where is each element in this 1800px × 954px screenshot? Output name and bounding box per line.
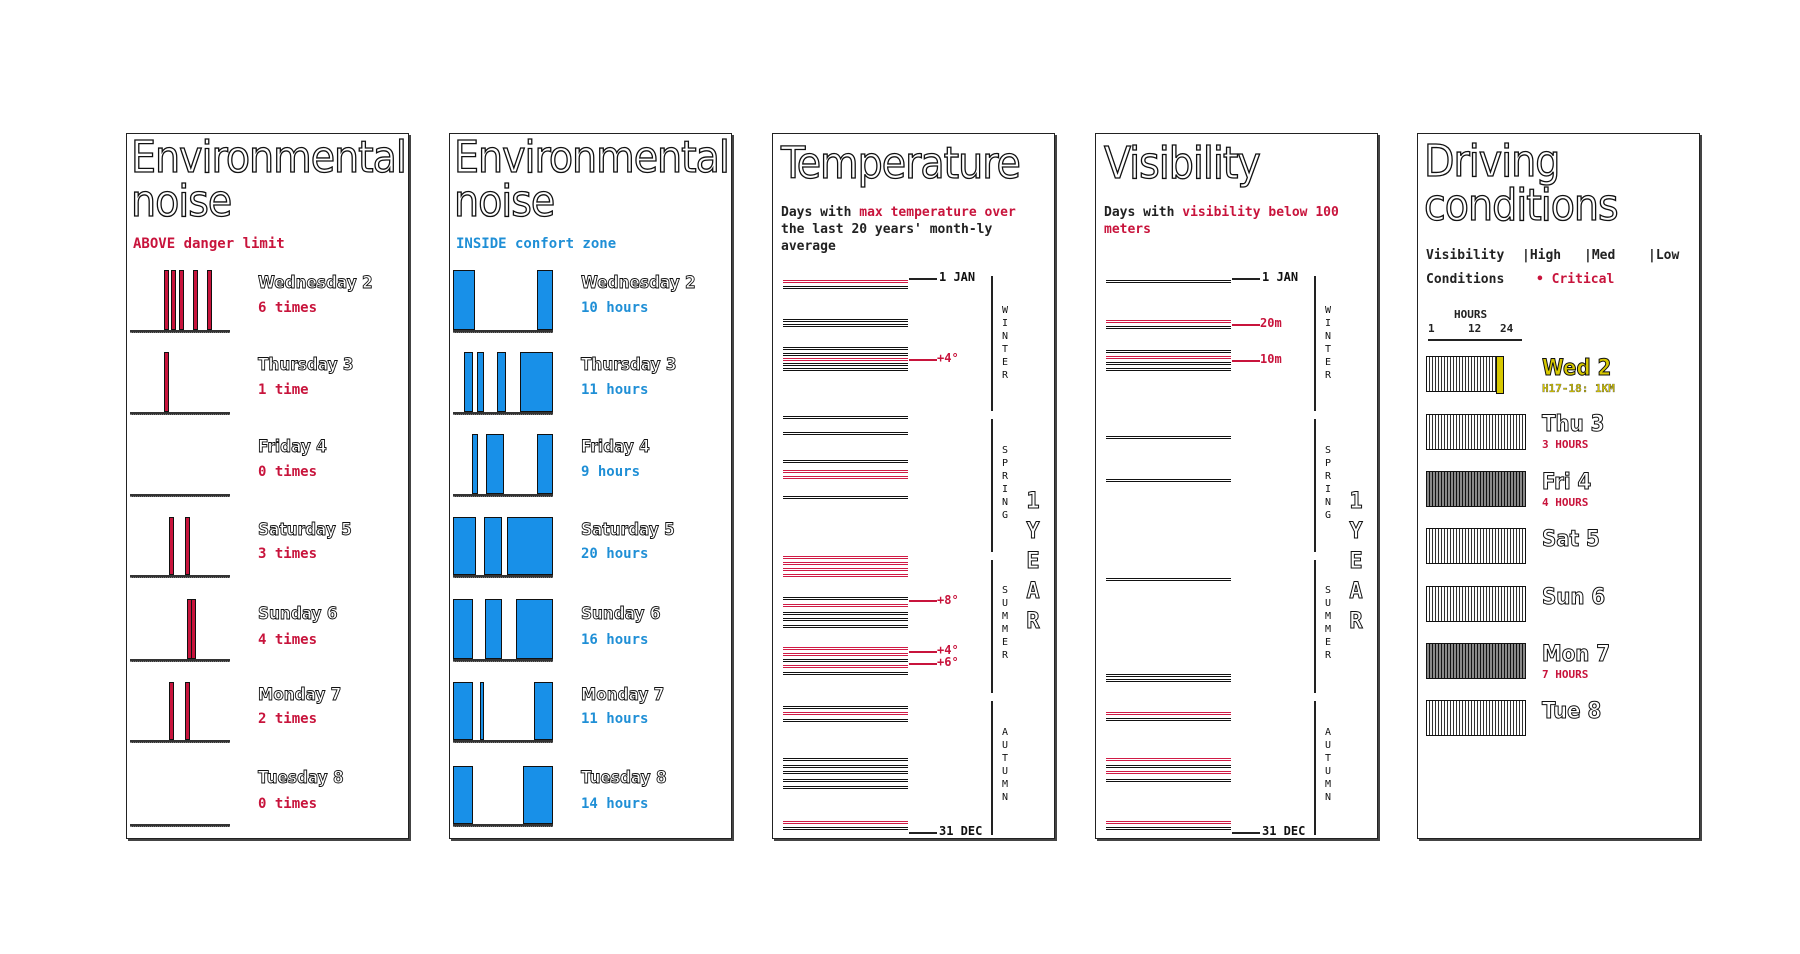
day-value: 0 times [258,796,318,812]
day-label: Saturday 5 [258,520,353,541]
day-sub: 4 HOURS [1542,496,1589,509]
end-label: 31 DEC [939,824,983,838]
day-value: 14 hours [581,796,649,812]
panel-subtitle: Days with visibility below 100 meters [1104,205,1339,237]
day-label: Sat 5 [1542,527,1601,553]
legend-med: |Med [1584,248,1616,263]
season-winter: WINTER [1001,305,1009,381]
day-value: 10 hours [581,300,649,316]
day-label: Sunday 6 [258,604,338,625]
day-label: Tue 8 [1541,699,1602,725]
end-label: 31 DEC [1262,824,1306,838]
day-label: Thursday 3 [258,355,354,376]
day-label: Saturday 5 [581,520,676,541]
panel-title: Environmental noise [453,132,730,227]
day-label: Sun 6 [1541,585,1606,611]
season-spring: SPRING [1324,445,1332,521]
day-value: 6 times [258,300,318,316]
legend-conditions: Conditions [1426,272,1505,287]
panel-noise-inside: Environmental noise INSIDE confort zone … [449,133,732,839]
day-label: Friday 4 [581,437,651,458]
legend-high: |High [1522,248,1562,263]
callout: +6° [937,655,959,669]
day-hourbar [1426,414,1526,450]
start-label: 1 JAN [1262,270,1299,284]
season-spring: SPRING [1001,445,1009,521]
callout: +8° [937,593,959,607]
day-hourbar [1426,356,1500,392]
panel-noise-above: Environmental noise ABOVE danger limit W… [126,133,409,839]
legend-critical: • Critical [1536,272,1615,287]
panel-subtitle: ABOVE danger limit [133,236,285,252]
hours-label: HOURS [1454,308,1488,321]
year-label: 1 YEAR [1349,489,1363,635]
day-hourbar [1426,586,1526,622]
day-label: Monday 7 [258,685,342,706]
panel-title: Driving conditions [1423,136,1619,231]
season-autumn: AUTUMN [1001,727,1009,803]
day-value: 20 hours [581,546,649,562]
year-label: 1 YEAR [1026,489,1040,635]
day-value: 3 times [258,546,318,562]
panel-subtitle: INSIDE confort zone [456,236,617,252]
season-winter: WINTER [1324,305,1332,381]
callout: +4° [937,351,959,365]
day-label: Thursday 3 [581,355,677,376]
day-label: Tuesday 8 [581,768,668,789]
hour-tick: 12 [1468,322,1482,335]
callout: 10m [1260,352,1282,366]
day-value: 0 times [258,464,318,480]
day-label: Wednesday 2 [581,273,697,294]
season-autumn: AUTUMN [1324,727,1332,803]
season-summer: SUMMER [1001,585,1009,661]
day-sub: 7 HOURS [1542,668,1589,681]
legend-low: |Low [1648,248,1680,263]
day-label: Tuesday 8 [258,768,345,789]
day-hourbar [1426,528,1526,564]
panel-visibility: Visibility Days with visibility below 10… [1095,133,1378,839]
day-value: 11 hours [581,711,649,727]
day-label: Mon 7 [1541,642,1611,668]
day-label: Wednesday 2 [258,273,374,294]
callout: 20m [1260,316,1282,330]
day-label: Fri 4 [1541,470,1592,496]
legend-visibility: Visibility [1426,248,1505,263]
hour-tick: 24 [1500,322,1514,335]
hour-tick: 1 [1428,322,1435,335]
day-hourbar [1426,643,1526,679]
panel-title: Visibility [1103,138,1261,189]
start-label: 1 JAN [939,270,976,284]
day-value: 4 times [258,632,318,648]
panel-subtitle: Days with max temperature over the last … [781,205,1016,254]
season-summer: SUMMER [1324,585,1332,661]
panel-driving: Driving conditions Visibility |High |Med… [1417,133,1700,839]
day-label: Friday 4 [258,437,328,458]
day-value: 2 times [258,711,318,727]
day-label: Sunday 6 [581,604,661,625]
day-sub: H17-18: 1KM [1542,382,1615,395]
day-value: 9 hours [581,464,641,480]
day-sub: 3 HOURS [1542,438,1589,451]
day-value: 16 hours [581,632,649,648]
day-value: 1 time [258,382,309,398]
day-label: Thu 3 [1541,412,1605,438]
day-hourbar [1426,471,1526,507]
day-value: 11 hours [581,382,649,398]
day-label: Monday 7 [581,685,665,706]
panel-title: Environmental noise [130,132,407,227]
panel-title: Temperature [780,138,1021,189]
day-hourbar [1426,700,1526,736]
panel-temperature: Temperature Days with max temperature ov… [772,133,1055,839]
callout: +4° [937,643,959,657]
day-label: Wed 2 [1541,356,1612,382]
